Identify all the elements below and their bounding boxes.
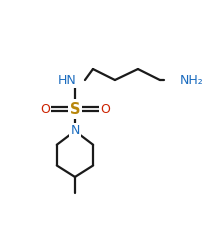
Text: O: O bbox=[40, 103, 50, 116]
Text: S: S bbox=[70, 101, 80, 116]
Text: N: N bbox=[70, 124, 80, 138]
Text: NH₂: NH₂ bbox=[180, 74, 204, 86]
Text: HN: HN bbox=[58, 74, 76, 86]
Text: O: O bbox=[100, 103, 110, 116]
